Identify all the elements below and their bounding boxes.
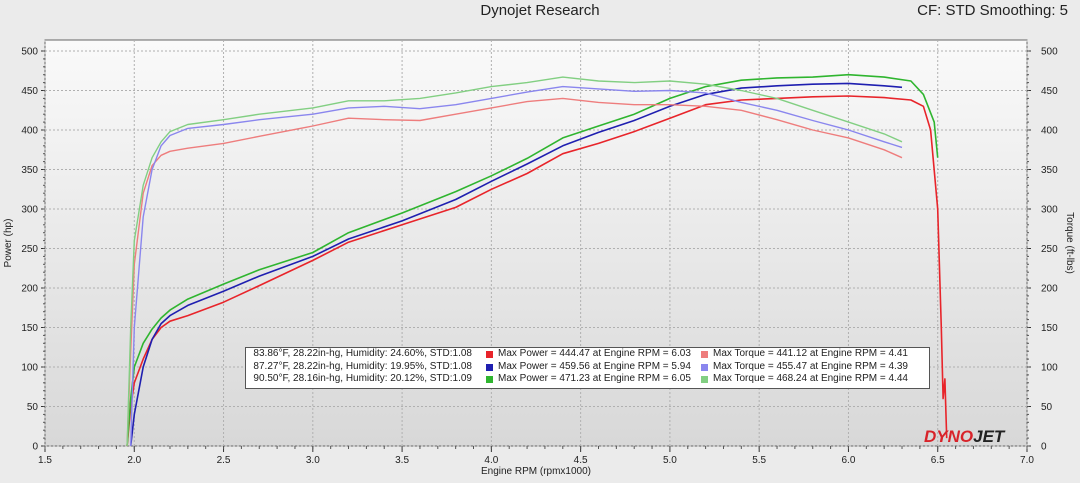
power-swatch xyxy=(486,376,493,383)
run-conditions: 83.86°F, 28.22in-hg, Humidity: 24.60%, S… xyxy=(253,348,472,359)
y2-axis-label: Torque (ft-lbs) xyxy=(1064,212,1075,274)
y2-tick-label: 400 xyxy=(1041,126,1058,137)
x-tick-label: 4.5 xyxy=(574,455,588,466)
y-tick-label: 0 xyxy=(32,442,38,453)
y2-tick-label: 350 xyxy=(1041,165,1058,176)
x-tick-label: 7.0 xyxy=(1020,455,1034,466)
run-conditions: 90.50°F, 28.16in-hg, Humidity: 20.12%, S… xyxy=(253,373,472,384)
y-tick-label: 50 xyxy=(27,402,39,413)
y-axis-ticks: 0 50 100 150 200 250 300 350 400 450 500 xyxy=(21,47,45,453)
y2-tick-label: 450 xyxy=(1041,86,1058,97)
max-power: Max Power = 471.23 at Engine RPM = 6.05 xyxy=(498,373,691,384)
correction-factor-label: CF: STD Smoothing: 5 xyxy=(917,2,1068,19)
series-lines xyxy=(126,73,948,447)
y2-tick-label: 50 xyxy=(1041,402,1053,413)
dynojet-logo: DYNOJET xyxy=(924,427,1004,447)
y2-tick-label: 300 xyxy=(1041,205,1058,216)
x-tick-label: 4.0 xyxy=(484,455,498,466)
y-tick-label: 450 xyxy=(21,86,38,97)
y-tick-label: 500 xyxy=(21,47,38,58)
max-torque: Max Torque = 441.12 at Engine RPM = 4.41 xyxy=(713,348,908,359)
x-axis-label: Engine RPM (rpmx1000) xyxy=(481,466,591,477)
y-axis-label: Power (hp) xyxy=(3,219,14,268)
power-curve-2 xyxy=(129,82,903,447)
max-power: Max Power = 444.47 at Engine RPM = 6.03 xyxy=(498,348,691,359)
torque-curve-1 xyxy=(126,97,903,447)
x-axis-ticks: 1.5 2.0 2.5 3.0 3.5 4.0 4.5 5.0 5.5 6.0 6.5 7.0 xyxy=(38,446,1034,466)
y2-axis-ticks: 0 50 100 150 200 250 300 350 400 450 500 xyxy=(1027,47,1058,453)
x-tick-label: 6.5 xyxy=(931,455,945,466)
torque-swatch xyxy=(701,376,708,383)
power-curve-1 xyxy=(126,95,948,447)
x-tick-label: 3.0 xyxy=(306,455,320,466)
max-torque: Max Torque = 455.47 at Engine RPM = 4.39 xyxy=(713,360,908,372)
y2-tick-label: 100 xyxy=(1041,363,1058,374)
y-tick-label: 100 xyxy=(21,363,38,374)
torque-curve-3 xyxy=(126,76,903,447)
y2-tick-label: 200 xyxy=(1041,284,1058,295)
power-swatch xyxy=(486,351,493,358)
torque-swatch xyxy=(701,351,708,358)
power-swatch xyxy=(486,363,493,371)
torque-curve-2 xyxy=(130,85,903,447)
y-tick-label: 400 xyxy=(21,126,38,137)
logo-part-dyno: DYNO xyxy=(924,427,974,446)
logo-part-jet: JET xyxy=(973,427,1005,446)
run-conditions: 87.27°F, 28.22in-hg, Humidity: 19.95%, S… xyxy=(253,360,472,372)
y-tick-label: 250 xyxy=(21,244,38,255)
y-tick-label: 200 xyxy=(21,284,38,295)
y2-tick-label: 0 xyxy=(1041,442,1047,453)
x-tick-label: 5.5 xyxy=(752,455,766,466)
y2-tick-label: 150 xyxy=(1041,323,1058,334)
x-tick-label: 2.0 xyxy=(127,455,141,466)
y-tick-label: 300 xyxy=(21,205,38,216)
legend-row: 83.86°F, 28.22in-hg, Humidity: 24.60%, S… xyxy=(246,348,929,361)
x-tick-label: 1.5 xyxy=(38,455,52,466)
y-tick-label: 350 xyxy=(21,165,38,176)
y2-tick-label: 250 xyxy=(1041,244,1058,255)
y-tick-label: 150 xyxy=(21,323,38,334)
x-tick-label: 3.5 xyxy=(395,455,409,466)
y2-tick-label: 500 xyxy=(1041,47,1058,58)
chart-title: Dynojet Research xyxy=(480,2,600,19)
legend-row: 90.50°F, 28.16in-hg, Humidity: 20.12%, S… xyxy=(246,373,929,386)
max-power: Max Power = 459.56 at Engine RPM = 5.94 xyxy=(498,360,691,372)
legend-row: 87.27°F, 28.22in-hg, Humidity: 19.95%, S… xyxy=(246,361,929,374)
power-curve-3 xyxy=(126,73,939,447)
x-tick-label: 2.5 xyxy=(217,455,231,466)
x-tick-label: 5.0 xyxy=(663,455,677,466)
max-torque: Max Torque = 468.24 at Engine RPM = 4.44 xyxy=(713,373,908,384)
torque-swatch xyxy=(701,363,708,371)
legend: 83.86°F, 28.22in-hg, Humidity: 24.60%, S… xyxy=(245,347,930,389)
x-tick-label: 6.0 xyxy=(842,455,856,466)
